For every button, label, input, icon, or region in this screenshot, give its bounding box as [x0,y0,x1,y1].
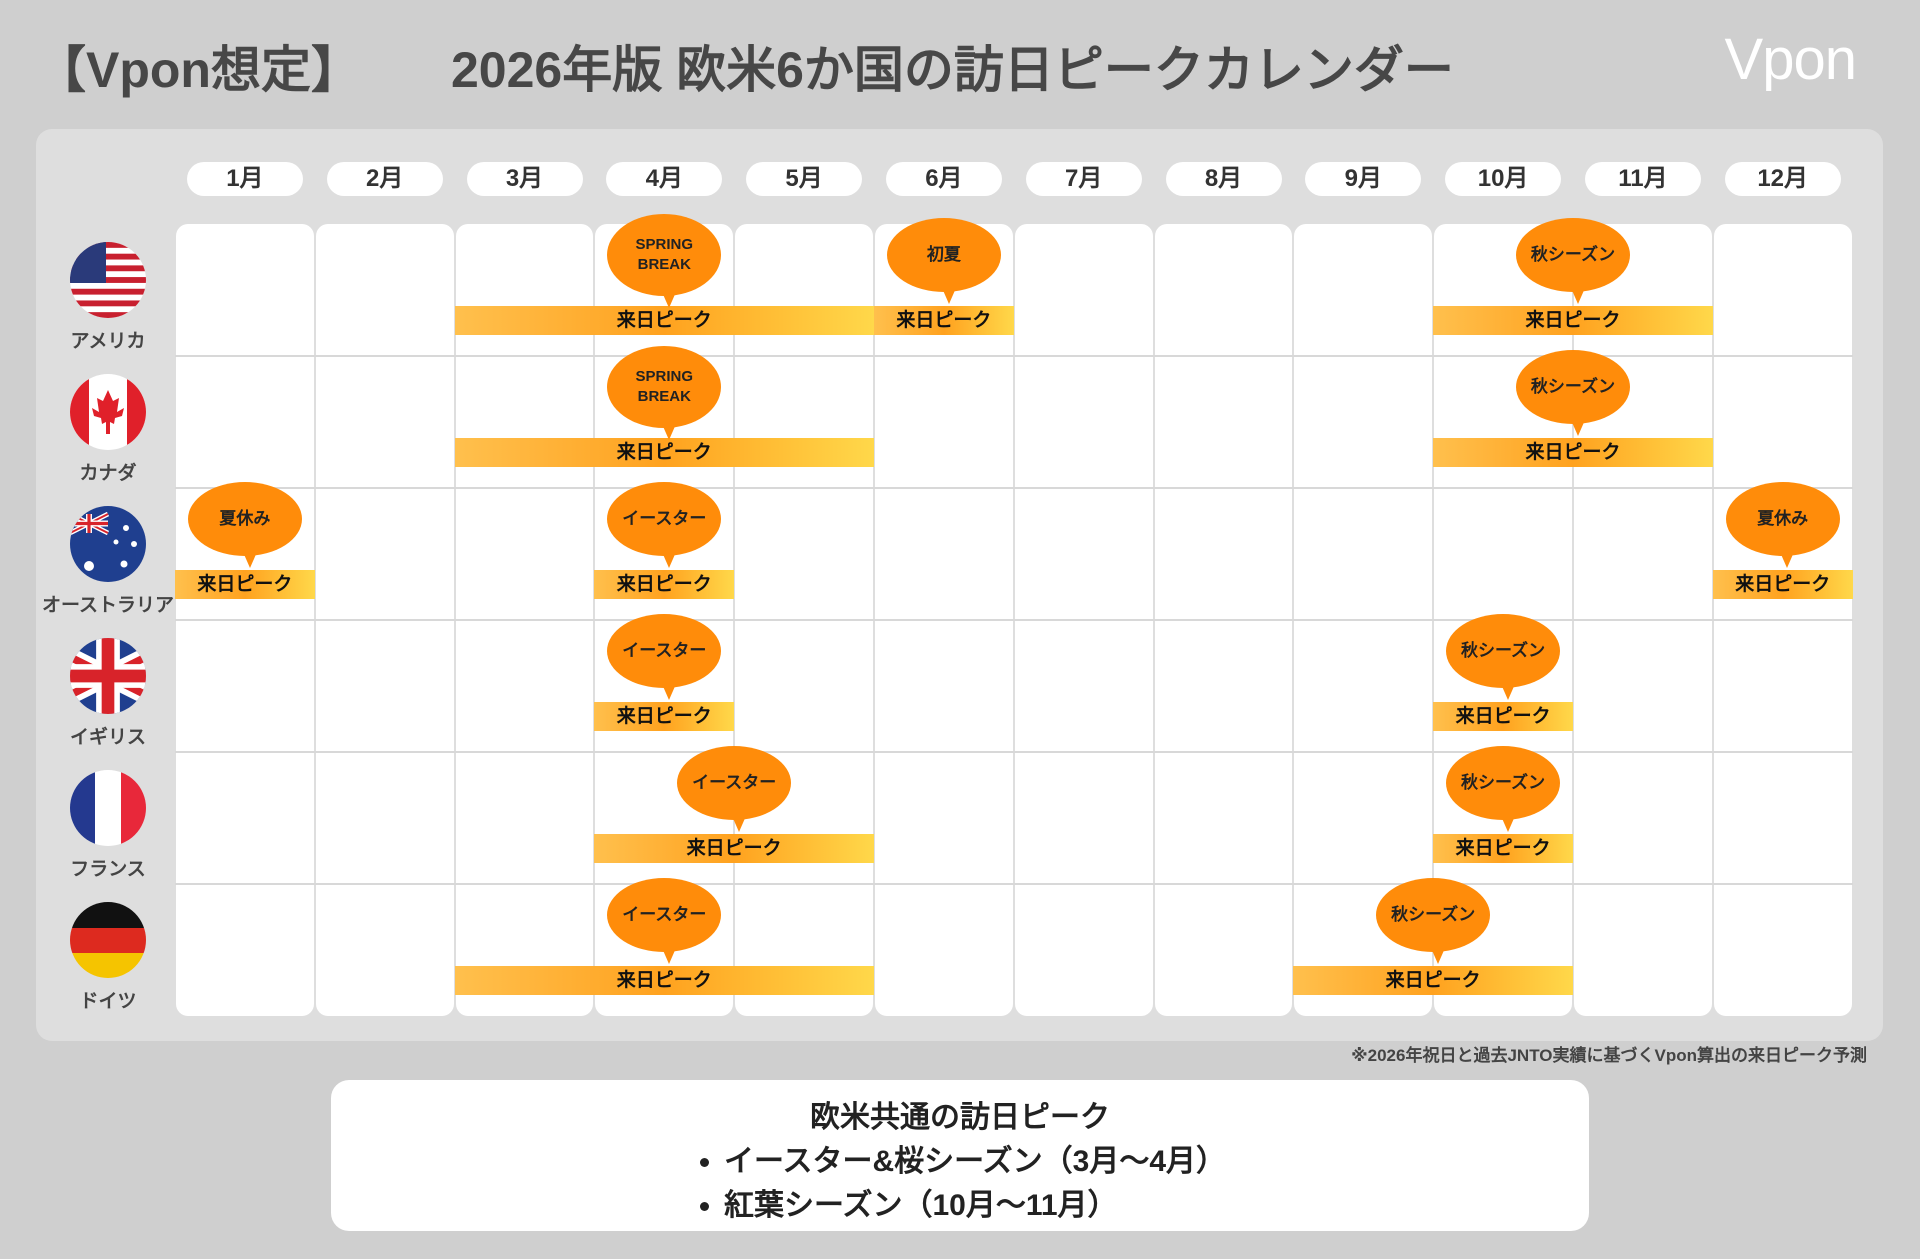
event-bubble: 夏休み [1725,482,1840,568]
peak-bar: 来日ピーク [454,306,874,335]
peak-bar: 来日ピーク [454,966,874,995]
event-bubble: イースター [607,878,722,964]
peak-bar: 来日ピーク [1433,834,1573,863]
event-bubble: 秋シーズン [1516,350,1630,436]
month-label: 5月 [746,162,863,196]
country-flag [70,506,146,582]
row-divider [175,355,1853,357]
peak-bar: 来日ピーク [594,570,735,599]
month-label: 8月 [1165,162,1282,196]
summary-item: イースター&桜シーズン（3月〜4月） [724,1140,1226,1184]
row-divider [175,619,1853,621]
country-name: ドイツ [79,991,137,1012]
peak-bar: 来日ピーク [594,834,874,863]
country-name: オーストラリア [41,595,175,616]
country-flag [70,770,146,846]
peak-bar: 来日ピーク [1712,570,1853,599]
country-flag [70,374,146,450]
country-name: アメリカ [70,331,146,352]
event-bubble: イースター [677,746,792,832]
country-name: フランス [70,859,146,880]
event-bubble: SPRING BREAK [607,346,722,440]
country-name: イギリス [69,727,146,748]
header-title: 2026年版 欧米6か国の訪日ピークカレンダー [451,42,1454,98]
event-bubble: SPRING BREAK [607,214,722,308]
event-bubble: 初夏 [886,218,1001,304]
row-divider [175,751,1853,753]
peak-bar: 来日ピーク [175,570,315,599]
month-label: 2月 [326,162,443,196]
country-flag [70,902,146,978]
event-bubble: 夏休み [187,482,302,568]
logo: Vpon [1724,27,1857,92]
country-flag [70,638,146,714]
peak-bar: 来日ピーク [1433,306,1713,335]
peak-bar: 来日ピーク [1293,966,1573,995]
header-tag: 【Vpon想定】 [36,42,361,98]
month-label: 11月 [1584,162,1701,196]
event-bubble: 秋シーズン [1446,746,1561,832]
summary-list: イースター&桜シーズン（3月〜4月）紅葉シーズン（10月〜11月） [694,1140,1226,1228]
month-label: 12月 [1724,162,1841,196]
footnote: ※2026年祝日と過去JNTO実績に基づくVpon算出の来日ピーク予測 [1351,1046,1867,1065]
month-label: 7月 [1025,162,1142,196]
event-bubble: 秋シーズン [1376,878,1491,964]
month-label: 10月 [1445,162,1562,196]
peak-bar: 来日ピーク [1433,438,1713,467]
peak-bar: 来日ピーク [874,306,1014,335]
month-label: 4月 [606,162,723,196]
peak-bar: 来日ピーク [454,438,874,467]
peak-bar: 来日ピーク [1433,702,1573,731]
month-label: 9月 [1305,162,1422,196]
country-name: カナダ [79,463,137,484]
summary-box: 欧米共通の訪日ピーク イースター&桜シーズン（3月〜4月）紅葉シーズン（10月〜… [331,1080,1589,1231]
country-flag [70,242,146,318]
peak-bar: 来日ピーク [594,702,735,731]
event-bubble: イースター [607,482,722,568]
event-bubble: 秋シーズン [1516,218,1630,304]
month-label: 6月 [885,162,1002,196]
row-divider [175,883,1853,885]
summary-item: 紅葉シーズン（10月〜11月） [724,1184,1226,1228]
event-bubble: イースター [607,614,722,700]
row-divider [175,487,1853,489]
summary-title: 欧米共通の訪日ピーク [810,1101,1110,1134]
month-label: 3月 [466,162,583,196]
month-label: 1月 [186,162,303,196]
event-bubble: 秋シーズン [1446,614,1561,700]
